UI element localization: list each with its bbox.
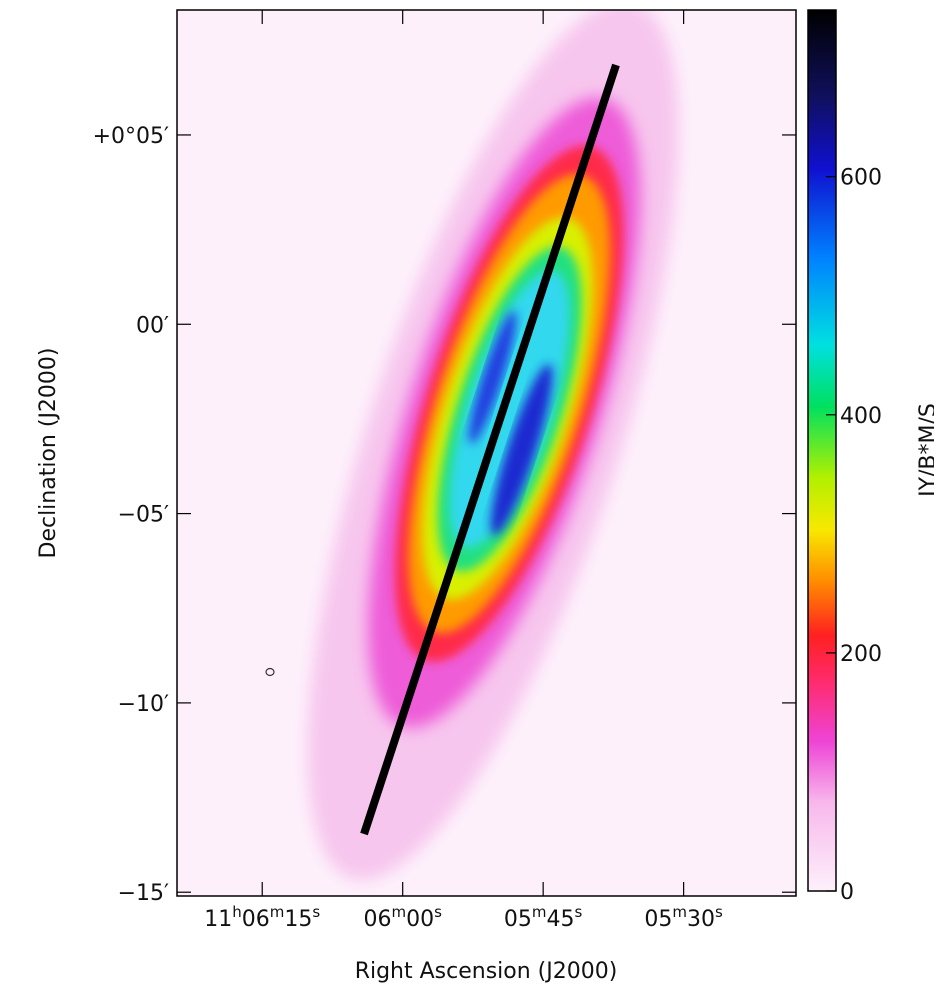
x-tick-label: 05m45s xyxy=(504,903,583,932)
y-tick-label: −15′ xyxy=(118,881,169,906)
colorbar-tick-label: 400 xyxy=(840,404,882,429)
x-axis-label: Right Ascension (J2000) xyxy=(355,959,618,984)
colorbar-tick-label: 0 xyxy=(840,880,854,905)
beam xyxy=(265,667,275,677)
x-tick-label: 11h06m15s xyxy=(204,903,320,932)
slice-line xyxy=(360,63,620,836)
colorbar-tick-label: 200 xyxy=(840,642,882,667)
plot-frame xyxy=(176,9,797,897)
x-tick-label: 05m30s xyxy=(644,903,723,932)
y-tick-label: −05′ xyxy=(118,503,169,528)
colorbar-label: JY/B*M/S xyxy=(916,403,934,499)
y-tick-label: −10′ xyxy=(118,692,169,717)
x-tick-label: 06m00s xyxy=(363,903,442,932)
y-tick-label: 00′ xyxy=(136,313,169,338)
colorbar-tick-label: 600 xyxy=(840,166,882,191)
colorbar xyxy=(807,9,837,892)
y-tick-label: +0°05′ xyxy=(93,124,169,149)
y-axis-label: Declination (J2000) xyxy=(36,348,61,559)
